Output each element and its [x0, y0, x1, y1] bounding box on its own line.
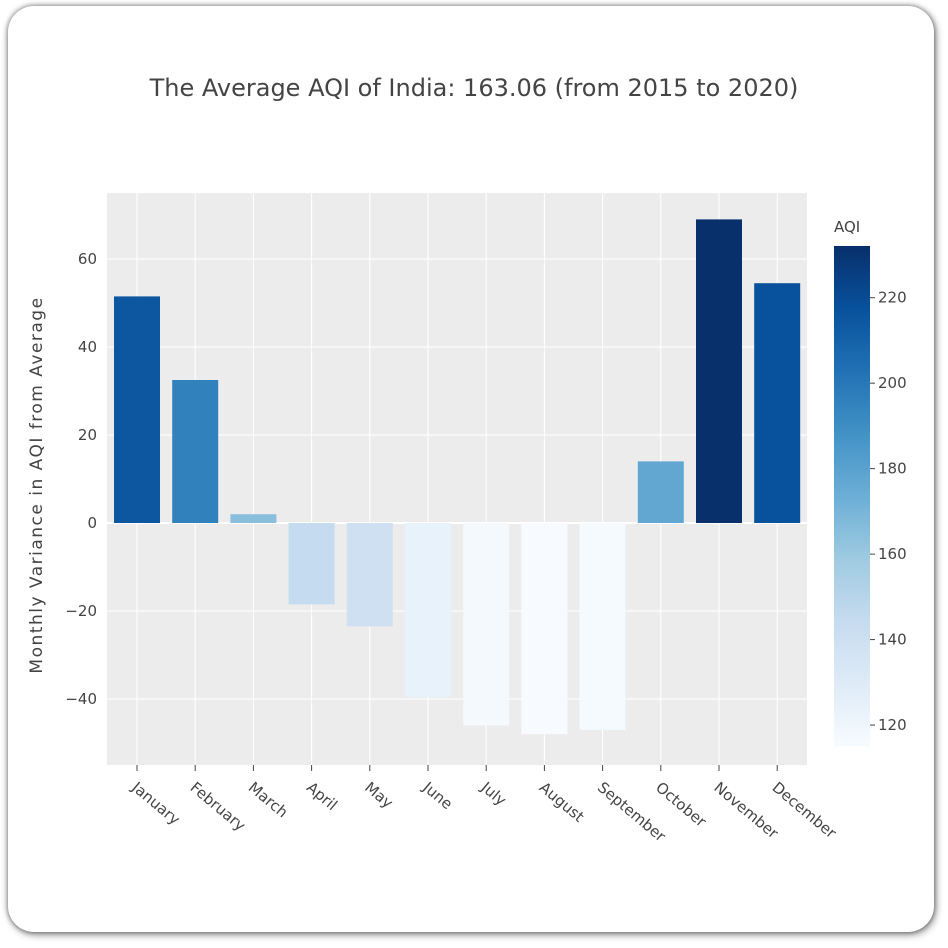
x-tick-label: December: [769, 778, 841, 842]
colorbar-tick-label: 220: [878, 289, 907, 307]
x-tick-label: January: [128, 778, 184, 829]
x-tick-label: May: [361, 778, 396, 812]
bar-september: [579, 523, 626, 730]
bar-march: [230, 514, 277, 523]
bar-february: [172, 380, 219, 523]
y-tick-labels: 60 40 20 0 −20 −40: [65, 250, 97, 708]
y-tick-label: 40: [78, 338, 97, 356]
colorbar-tick-label: 200: [878, 374, 907, 392]
colorbar-tick-label: 120: [878, 716, 907, 734]
chart-title: The Average AQI of India: 163.06 (from 2…: [149, 74, 799, 102]
horizontal-gridlines: [107, 258, 807, 700]
x-tick-label: August: [536, 778, 588, 826]
colorbar-tick-label: 180: [878, 460, 907, 478]
bar-december: [754, 283, 801, 523]
bars: [114, 219, 801, 735]
x-tick-label: April: [303, 778, 341, 814]
x-tick-label: July: [477, 778, 510, 810]
plot-area: [107, 193, 807, 765]
y-axis-label: Monthly Variance in AQI from Average: [27, 296, 47, 673]
colorbar-tick-label: 160: [878, 545, 907, 563]
y-tick-label: −40: [65, 690, 97, 708]
bar-august: [521, 523, 568, 735]
bar-january: [114, 296, 160, 523]
colorbar-ticks: 220 200 180 160 140 120: [870, 289, 907, 734]
x-tick-label: February: [187, 778, 250, 835]
chart-card: The Average AQI of India: 163.06 (from 2…: [8, 6, 934, 932]
colorbar-title: AQI: [834, 218, 860, 236]
colorbar: AQI 220 200 180 160 140 120: [834, 218, 907, 746]
bar-june: [405, 523, 451, 697]
x-tick-label: March: [245, 778, 292, 821]
x-tick-label: June: [419, 778, 456, 813]
bar-chart: The Average AQI of India: 163.06 (from 2…: [27, 74, 907, 846]
bar-may: [346, 523, 393, 627]
colorbar-gradient: [834, 246, 870, 746]
bar-april: [288, 523, 335, 605]
y-tick-label: 20: [78, 426, 97, 444]
bar-october: [637, 461, 684, 523]
y-tick-label: −20: [65, 602, 97, 620]
y-tick-label: 60: [78, 250, 97, 268]
bar-november: [696, 219, 742, 523]
colorbar-tick-label: 140: [878, 631, 907, 649]
x-tick-label: October: [652, 778, 710, 831]
bar-july: [463, 523, 510, 726]
y-tick-label: 0: [87, 514, 97, 532]
